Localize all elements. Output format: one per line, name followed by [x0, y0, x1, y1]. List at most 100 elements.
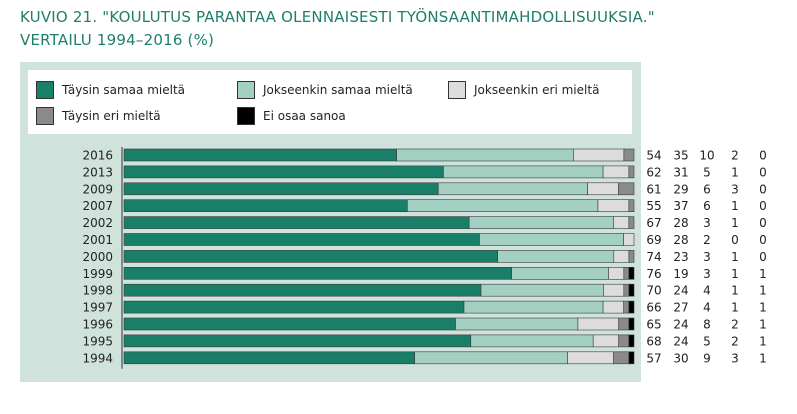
- data-value-label: 1: [759, 318, 767, 332]
- data-value-label: 6: [703, 199, 711, 213]
- bar-segment: [123, 233, 480, 246]
- bar-segment: [628, 300, 635, 314]
- data-value-label: 76: [646, 267, 661, 281]
- legend: Täysin samaa mieltä Jokseenkin samaa mie…: [28, 70, 632, 134]
- data-value-label: 3: [703, 216, 711, 230]
- bar-segment: [628, 334, 635, 348]
- data-value-label: 4: [703, 301, 711, 315]
- data-value-label: 0: [759, 182, 767, 196]
- data-value-label: 4: [703, 284, 711, 298]
- data-value-label: 69: [646, 233, 661, 247]
- bar-segment: [511, 266, 609, 280]
- category-label: 1999: [82, 267, 113, 281]
- data-value-label: 0: [759, 149, 767, 163]
- data-value-label: 61: [646, 182, 661, 196]
- bar-segment: [623, 148, 635, 162]
- data-value-label: 1: [759, 334, 767, 348]
- data-value-label: 3: [703, 250, 711, 264]
- data-value-label: 1: [731, 301, 739, 315]
- bar-segment: [567, 351, 614, 365]
- bar-segment: [123, 216, 470, 229]
- bar-segment: [123, 266, 512, 280]
- bar-segment: [613, 216, 630, 229]
- data-value-label: 6: [703, 182, 711, 196]
- data-value-label: 1: [731, 165, 739, 179]
- bar-segment: [613, 351, 630, 365]
- bar-segment: [443, 165, 604, 179]
- legend-label-jokseenkin-samaa: Jokseenkin samaa mieltä: [263, 83, 413, 97]
- data-value-label: 62: [646, 165, 661, 179]
- data-value-label: 3: [703, 267, 711, 281]
- legend-swatch-taysin-eri: [36, 107, 54, 125]
- data-value-label: 1: [731, 267, 739, 281]
- data-value-label: 3: [731, 351, 739, 365]
- bar-segment: [468, 216, 614, 229]
- bar-segment: [123, 334, 472, 348]
- bar-segment: [123, 351, 416, 365]
- category-label: 1994: [82, 351, 113, 365]
- data-value-label: 9: [703, 351, 711, 365]
- bar-segment: [587, 182, 619, 196]
- data-value-label: 0: [759, 199, 767, 213]
- bar-segment: [623, 283, 630, 297]
- bar-segment: [407, 199, 599, 212]
- data-value-label: 1: [731, 199, 739, 213]
- legend-label-jokseenkin-eri: Jokseenkin eri mieltä: [474, 83, 600, 97]
- data-value-label: 5: [703, 165, 711, 179]
- legend-label-taysin-samaa: Täysin samaa mieltä: [62, 83, 186, 97]
- data-value-label: 1: [731, 284, 739, 298]
- bar-segment: [463, 300, 604, 314]
- bar-segment: [628, 165, 635, 179]
- category-label: 1997: [82, 301, 113, 315]
- bar-segment: [623, 266, 630, 280]
- legend-item-jokseenkin-samaa: Jokseenkin samaa mieltä: [237, 81, 413, 99]
- bar-segment: [613, 250, 630, 263]
- data-value-label: 0: [731, 233, 739, 247]
- bar-segment: [623, 300, 630, 314]
- legend-item-ei-osaa: Ei osaa sanoa: [237, 107, 346, 125]
- data-value-label: 2: [731, 334, 739, 348]
- data-value-label: 67: [646, 216, 661, 230]
- category-label: 2001: [82, 233, 113, 247]
- data-value-label: 19: [673, 267, 688, 281]
- legend-item-taysin-samaa: Täysin samaa mieltä: [36, 81, 185, 99]
- bar-segment: [123, 199, 408, 212]
- bar-segment: [628, 351, 635, 365]
- bar-segment: [123, 283, 482, 297]
- bar-segment: [603, 283, 625, 297]
- bar-segment: [602, 165, 630, 179]
- data-value-label: 1: [759, 284, 767, 298]
- bar-segment: [455, 317, 579, 331]
- legend-item-jokseenkin-eri: Jokseenkin eri mieltä: [448, 81, 599, 99]
- data-value-label: 54: [646, 149, 661, 163]
- data-value-label: 29: [673, 182, 688, 196]
- data-value-label: 0: [759, 165, 767, 179]
- data-value-label: 1: [759, 301, 767, 315]
- data-value-label: 30: [673, 351, 688, 365]
- bar-segment: [123, 165, 444, 179]
- data-value-label: 0: [759, 250, 767, 264]
- bar-segment: [437, 182, 588, 196]
- bar-segment: [470, 334, 594, 348]
- data-value-label: 0: [759, 233, 767, 247]
- data-value-label: 2: [731, 149, 739, 163]
- data-value-label: 8: [703, 318, 711, 332]
- data-value-label: 2: [703, 233, 711, 247]
- legend-swatch-taysin-samaa: [36, 81, 54, 99]
- bar-segment: [618, 334, 630, 348]
- data-value-label: 37: [673, 199, 688, 213]
- data-value-label: 70: [646, 284, 661, 298]
- data-value-label: 74: [646, 250, 661, 264]
- data-value-label: 23: [673, 250, 688, 264]
- bar-segment: [618, 182, 635, 196]
- data-value-label: 2: [731, 318, 739, 332]
- bar-segment: [123, 148, 397, 162]
- category-label: 2009: [82, 182, 113, 196]
- category-label: 1998: [82, 284, 113, 298]
- data-value-label: 1: [759, 351, 767, 365]
- data-value-label: 0: [759, 216, 767, 230]
- bar-segment: [123, 250, 498, 263]
- data-value-label: 57: [646, 351, 661, 365]
- bar-segment: [628, 283, 635, 297]
- bar-segment: [577, 317, 620, 331]
